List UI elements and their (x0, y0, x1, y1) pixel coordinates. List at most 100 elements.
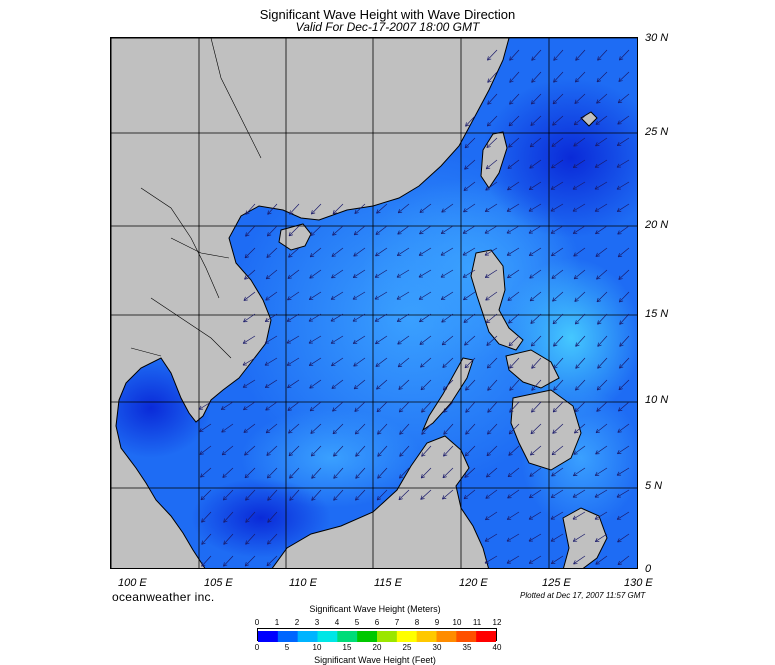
wave-arrow-shaft (528, 203, 542, 212)
wave-arrow-head (596, 80, 601, 83)
wave-arrow-head (201, 542, 206, 545)
wave-arrow-head (618, 56, 621, 61)
wave-arrow-shaft (244, 555, 256, 567)
wave-arrow-head (597, 58, 602, 61)
wave-arrow-head (552, 453, 557, 456)
wave-arrow-shaft (267, 203, 278, 215)
wave-arrow-head (310, 432, 315, 434)
wave-arrow-shaft (618, 71, 630, 82)
wave-arrow-shaft (332, 203, 344, 215)
wave-arrow-head (333, 476, 338, 479)
wave-arrow-shaft (574, 423, 586, 434)
wave-arrow-head (507, 472, 510, 477)
wave-arrow-head (465, 410, 470, 413)
wave-arrow-shaft (486, 445, 498, 456)
wave-arrow-head (550, 185, 554, 190)
wave-arrow-shaft (485, 511, 498, 521)
wave-arrow-head (597, 344, 602, 347)
wave-arrow-head (463, 208, 466, 213)
wave-arrow-shaft (464, 445, 476, 457)
wave-arrow-head (201, 564, 206, 567)
wave-arrow-head (289, 496, 291, 501)
wave-arrow-head (311, 476, 316, 479)
wave-arrow-shaft (399, 445, 410, 457)
wave-arrow-shaft (619, 357, 630, 369)
wave-arrow-head (352, 295, 356, 300)
wave-arrow-shaft (355, 445, 366, 457)
wave-arrow-head (617, 253, 620, 257)
wave-arrow-shaft (464, 467, 476, 478)
wave-arrow-head (311, 212, 316, 215)
wave-arrow-head (398, 388, 403, 390)
legend-meter-tick: 6 (374, 618, 380, 627)
wave-arrow-head (222, 476, 227, 478)
wave-arrow-head (440, 251, 444, 256)
wave-arrow-head (552, 319, 555, 324)
legend-feet-tick: 25 (402, 643, 412, 652)
wave-arrow-head (596, 297, 599, 302)
wave-arrow-shaft (575, 313, 586, 325)
wave-arrow-shaft (509, 401, 520, 413)
wave-arrow-head (266, 277, 271, 280)
wave-arrow-head (242, 383, 246, 388)
wave-arrow-shaft (396, 269, 410, 278)
wave-arrow-head (618, 255, 623, 258)
wave-arrow-head (331, 252, 334, 257)
wave-arrow-shaft (506, 511, 520, 520)
wave-arrow-head (464, 476, 469, 478)
legend-color-swatch (436, 631, 457, 642)
wave-arrow-head (552, 432, 557, 434)
wave-arrow-head (594, 185, 598, 190)
legend-meter-tick: 8 (414, 618, 420, 627)
wave-arrow-shaft (353, 357, 366, 367)
wave-arrow-shaft (529, 137, 542, 148)
wave-arrow-head (462, 229, 466, 234)
wave-arrow-head (442, 363, 445, 368)
wave-arrow-head (553, 366, 558, 369)
lat-label-15n: 15 N (645, 308, 669, 320)
wave-arrow-shaft (553, 357, 564, 369)
wave-arrow-head (462, 273, 466, 278)
legend-color-swatch (416, 631, 437, 642)
wave-arrow-head (464, 366, 469, 369)
wave-arrow-shaft (529, 247, 542, 256)
wave-arrow-shaft (309, 291, 322, 300)
wave-arrow-shaft (550, 181, 564, 190)
wave-arrow-head (222, 453, 227, 456)
wave-arrow-shaft (616, 181, 630, 190)
wave-arrow-shaft (397, 203, 410, 214)
wave-arrow-head (443, 408, 445, 413)
legend-color-swatch (357, 631, 378, 642)
wave-arrow-head (551, 274, 554, 279)
wave-arrow-head (223, 520, 228, 523)
wave-arrow-head (332, 234, 337, 236)
wave-arrow-head (574, 102, 579, 104)
wave-arrow-head (223, 498, 228, 501)
wave-arrow-head (487, 386, 489, 391)
wave-arrow-shaft (485, 313, 498, 324)
wave-arrow-head (287, 296, 290, 301)
wave-arrow-shaft (594, 181, 608, 190)
wave-arrow-shaft (242, 357, 256, 366)
wave-arrow-shaft (465, 379, 476, 391)
wave-arrow-shaft (441, 203, 454, 213)
wave-arrow-head (352, 273, 356, 278)
legend-feet-tick: 10 (312, 643, 322, 652)
sulawesi-island (562, 507, 608, 568)
wave-arrow-shaft (331, 269, 344, 279)
wave-arrow-head (397, 209, 401, 214)
lon-label-105e: 105 E (204, 577, 233, 589)
wave-arrow-head (597, 342, 599, 347)
wave-arrow-shaft (531, 401, 542, 413)
wave-arrow-head (553, 58, 558, 61)
hainan-island (278, 223, 312, 251)
wave-arrow-head (286, 317, 290, 322)
wave-arrow-head (464, 452, 467, 457)
wave-arrow-head (508, 121, 511, 126)
wave-arrow-head (594, 163, 598, 168)
wave-arrow-shaft (552, 423, 564, 434)
wave-arrow-shaft (487, 357, 498, 369)
wave-arrow-head (333, 498, 338, 501)
wave-arrow-head (616, 515, 620, 520)
wave-arrow-shaft (575, 379, 586, 391)
